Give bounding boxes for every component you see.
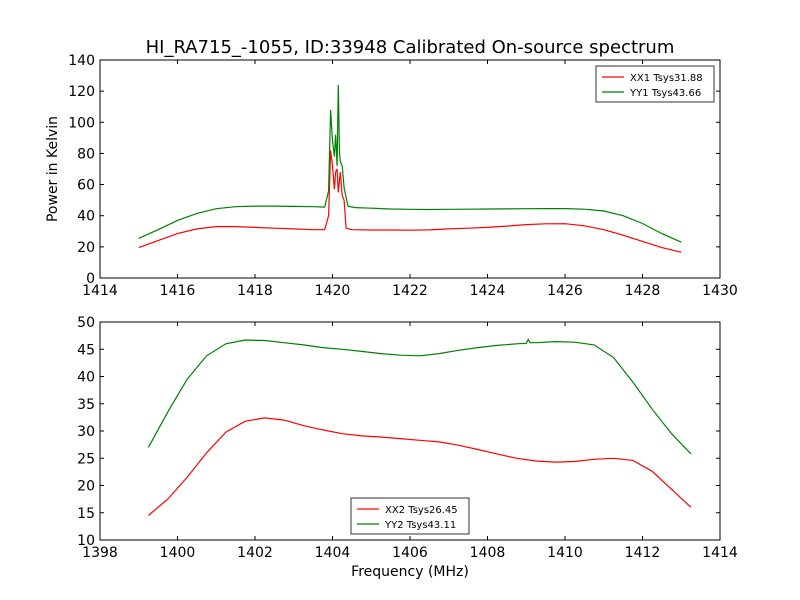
- x-tick-label: 1422: [392, 283, 428, 299]
- legend-label: YY1 Tsys43.66: [629, 88, 701, 99]
- y-tick-label: 120: [68, 84, 95, 100]
- y-tick-label: 40: [77, 370, 95, 386]
- y-tick-label: 35: [77, 397, 95, 413]
- y-tick-label: 20: [77, 240, 95, 256]
- legend-box: [350, 497, 470, 535]
- x-tick-label: 1410: [547, 545, 583, 561]
- chart-title: HI_RA715_-1055, ID:33948 Calibrated On-s…: [146, 37, 675, 58]
- x-tick-label: 1414: [702, 545, 738, 561]
- y-tick-label: 20: [77, 479, 95, 495]
- y-tick-label: 10: [77, 533, 95, 549]
- x-tick-label: 1426: [547, 283, 583, 299]
- y-tick-label: 100: [68, 115, 95, 131]
- y-tick-label: 15: [77, 506, 95, 522]
- x-tick-label: 1416: [160, 283, 196, 299]
- y-tick-label: 140: [68, 53, 95, 69]
- y-tick-label: 40: [77, 209, 95, 225]
- x-tick-label: 1400: [160, 545, 196, 561]
- y-tick-label: 45: [77, 342, 95, 358]
- x-tick-label: 1404: [315, 545, 351, 561]
- legend: XX2 Tsys26.45 YY2 Tsys43.11: [350, 497, 470, 535]
- series-line-xx: [148, 417, 692, 516]
- legend-label: XX2 Tsys26.45: [385, 505, 458, 516]
- series-line-yy: [147, 338, 692, 455]
- legend-box: [595, 65, 715, 103]
- x-tick-label: 1420: [315, 283, 351, 299]
- x-tick-label: 1414: [82, 283, 118, 299]
- x-tick-label: 1430: [702, 283, 738, 299]
- x-tick-label: 1402: [237, 545, 273, 561]
- series-line-xx: [138, 150, 682, 253]
- legend: XX1 Tsys31.88 YY1 Tsys43.66: [595, 65, 715, 103]
- x-axis-label: Frequency (MHz): [351, 564, 469, 580]
- y-tick-label: 50: [77, 315, 95, 331]
- top-panel: 1414 1416 1418 1420 1422 1424 1426 1428 1430 0 20 4…: [45, 53, 738, 299]
- y-tick-label: 0: [86, 271, 95, 287]
- x-tick-label: 1412: [625, 545, 661, 561]
- x-tick-label: 1418: [237, 283, 273, 299]
- y-tick-label: 80: [77, 146, 95, 162]
- legend-label: XX1 Tsys31.88: [630, 73, 703, 84]
- y-tick-label: 25: [77, 451, 95, 467]
- x-tick-label: 1424: [470, 283, 506, 299]
- x-tick-label: 1406: [392, 545, 428, 561]
- x-tick-label: 1398: [82, 545, 118, 561]
- y-tick-label: 60: [77, 178, 95, 194]
- y-tick-label: 30: [77, 424, 95, 440]
- bottom-panel: 1398 1400 1402 1404 1406 1408 1410 1412 1414 10 15…: [77, 315, 738, 580]
- x-tick-label: 1428: [625, 283, 661, 299]
- legend-label: YY2 Tsys43.11: [384, 520, 456, 531]
- y-axis-label: Power in Kelvin: [45, 116, 61, 222]
- x-tick-label: 1408: [470, 545, 506, 561]
- series-line-yy: [138, 84, 682, 243]
